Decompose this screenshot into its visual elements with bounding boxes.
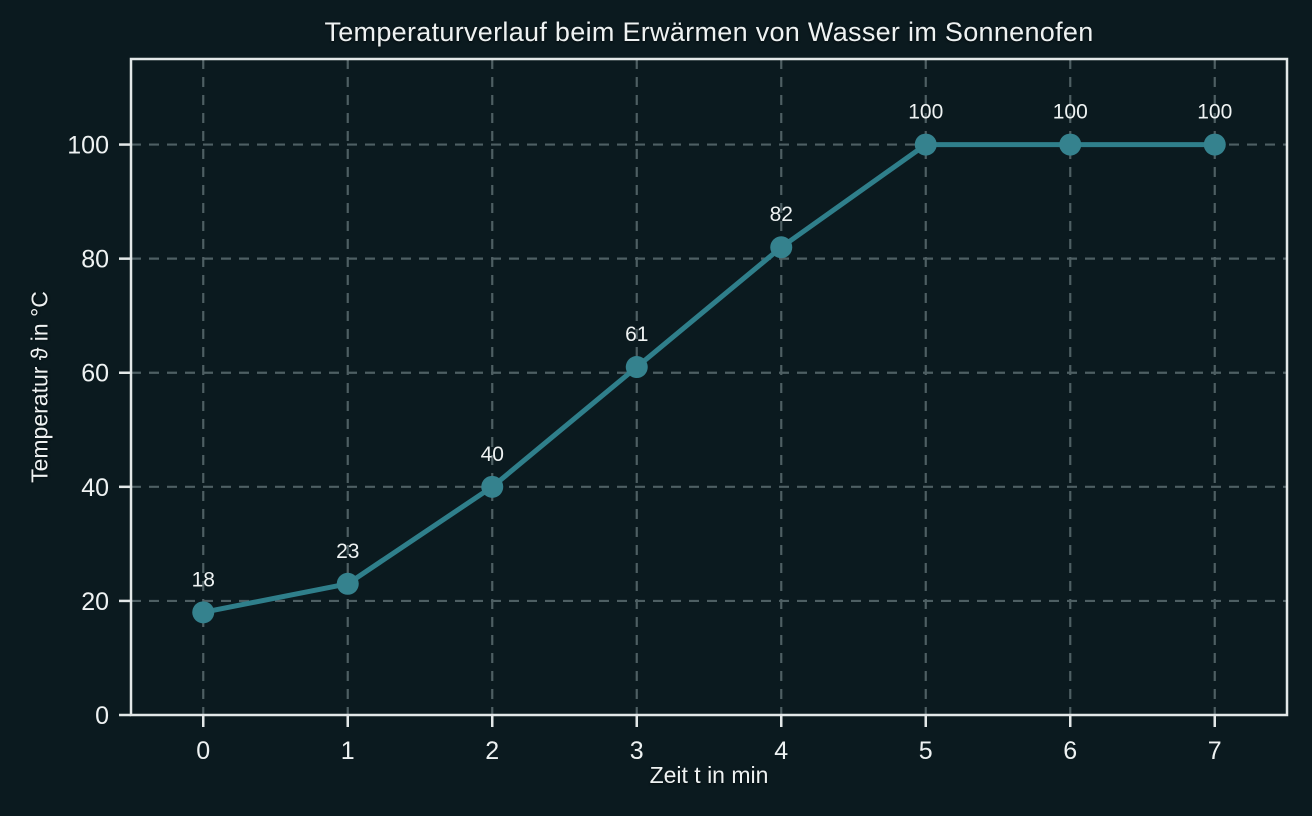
- data-point-label: 100: [908, 101, 943, 124]
- x-tick-label: 7: [1208, 737, 1222, 765]
- plot-frame: [129, 57, 1289, 717]
- chart-title: Temperaturverlauf beim Erwärmen von Wass…: [324, 17, 1094, 47]
- data-point-label: 18: [192, 568, 215, 591]
- data-point: [192, 601, 215, 624]
- y-tick-label: 60: [81, 360, 109, 388]
- x-axis-label: Zeit t in min: [649, 762, 769, 788]
- series-line: [200, 142, 1218, 615]
- data-point-label: 100: [1053, 101, 1088, 124]
- x-tick-label: 0: [196, 737, 210, 765]
- data-point-label: 61: [625, 323, 648, 346]
- data-point-label: 23: [336, 540, 359, 563]
- y-tick-label: 0: [95, 702, 109, 730]
- y-tick-label: 100: [67, 132, 109, 160]
- data-point-label: 40: [481, 443, 504, 466]
- data-point: [336, 572, 359, 595]
- x-tick-label: 3: [630, 737, 644, 765]
- data-point-label: 82: [770, 203, 793, 226]
- data-point: [481, 475, 504, 498]
- y-tick-label: 80: [81, 246, 109, 274]
- x-tick-label: 2: [485, 737, 499, 765]
- x-tick-label: 6: [1063, 737, 1077, 765]
- data-point: [1203, 133, 1226, 156]
- x-tick-label: 5: [919, 737, 933, 765]
- y-tick-label: 20: [81, 588, 109, 616]
- x-tick-label: 1: [341, 737, 355, 765]
- data-point: [770, 236, 793, 259]
- x-tick-label: 4: [774, 737, 788, 765]
- data-point: [1059, 133, 1082, 156]
- y-tick-label: 40: [81, 474, 109, 502]
- data-point: [625, 356, 648, 379]
- data-point-label: 100: [1197, 101, 1232, 124]
- data-point: [914, 133, 937, 156]
